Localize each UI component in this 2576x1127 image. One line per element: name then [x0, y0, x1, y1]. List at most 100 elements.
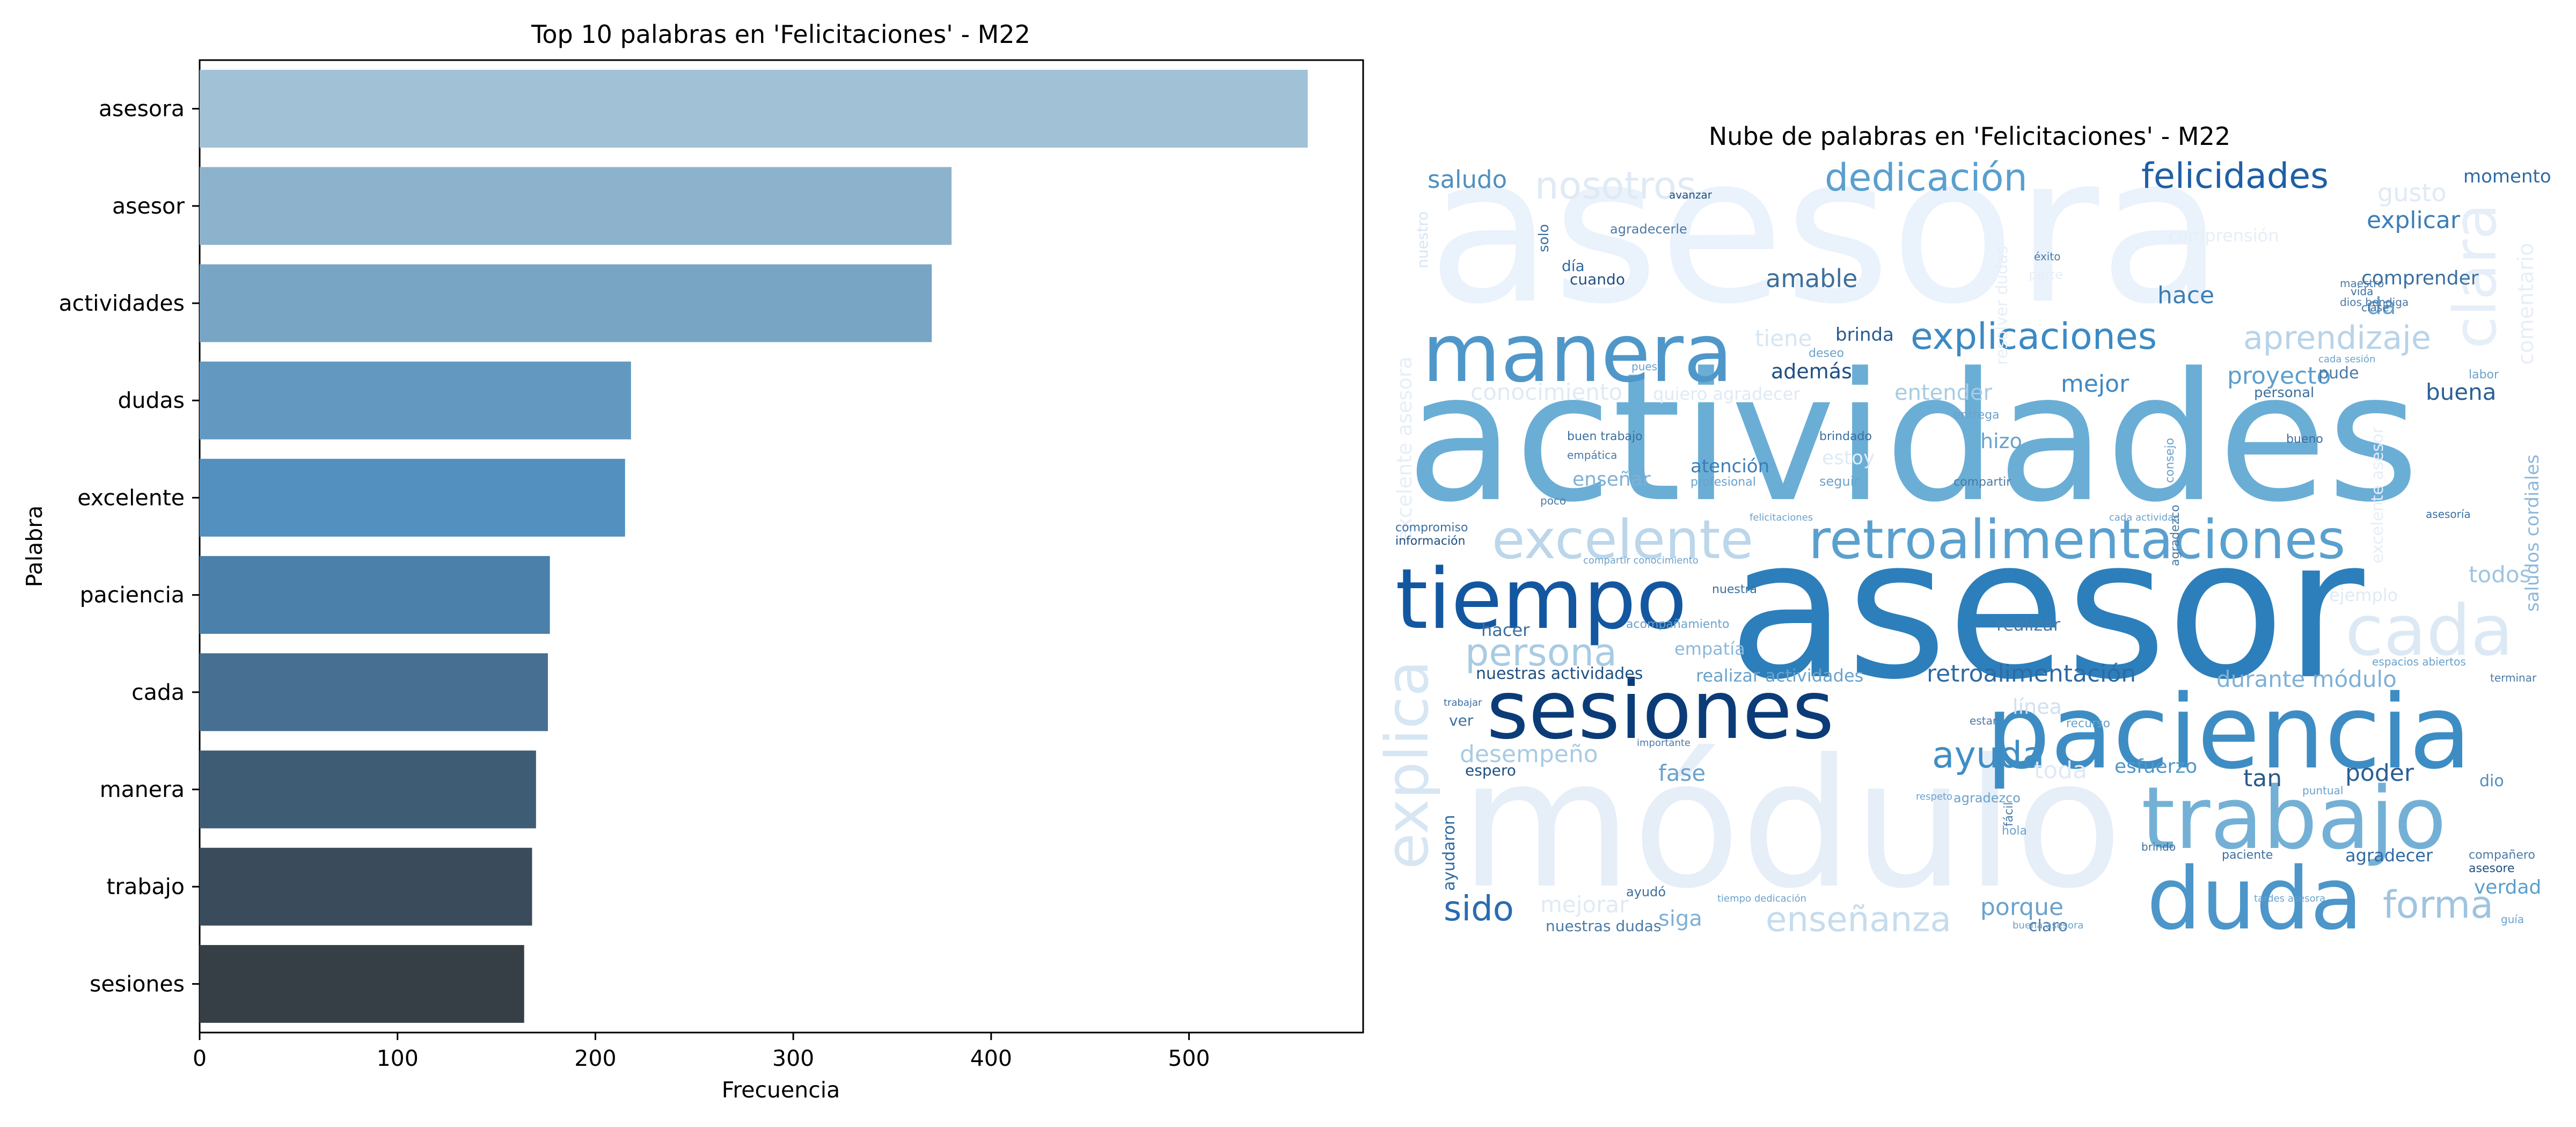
- cloud-word: fácil: [2002, 802, 2016, 826]
- cloud-word: buena asesora: [2012, 920, 2083, 931]
- cloud-word: acompañamiento: [1626, 618, 1729, 631]
- cloud-word: enseñar: [1572, 469, 1651, 491]
- bar-trabajo: [200, 847, 532, 926]
- cloud-word: comprender: [2361, 267, 2479, 289]
- cloud-word: amable: [1766, 264, 1857, 293]
- cloud-word: nuestras actividades: [1476, 664, 1643, 683]
- y-tick-label: dudas: [118, 387, 185, 413]
- cloud-word: conocimiento: [1470, 379, 1622, 405]
- cloud-word: consejo: [2163, 438, 2177, 483]
- cloud-word: clase: [2361, 301, 2389, 314]
- cloud-word: claro: [2029, 917, 2068, 935]
- cloud-word: espero: [1465, 762, 1516, 779]
- x-tick-label: 200: [574, 1045, 616, 1071]
- x-tick-label: 100: [377, 1045, 419, 1071]
- cloud-word: cada actividad: [2109, 512, 2180, 523]
- cloud-word: todos: [2469, 561, 2531, 588]
- cloud-word: bueno: [2286, 433, 2323, 446]
- cloud-word: mejor: [2061, 370, 2129, 398]
- x-tick-label: 300: [772, 1045, 814, 1071]
- y-tick-label: asesor: [112, 193, 185, 219]
- cloud-word: hizo: [1980, 429, 2022, 453]
- cloud-word: deseo: [1809, 347, 1844, 360]
- cloud-word: brindo: [2141, 840, 2176, 853]
- cloud-word: hacer: [1481, 620, 1530, 640]
- cloud-word: fase: [1658, 760, 1706, 786]
- y-tick-label: sesiones: [90, 971, 185, 997]
- bar-excelente: [200, 458, 625, 537]
- cloud-word: quiero agradecer: [1653, 384, 1801, 404]
- cloud-word: maestro: [2340, 277, 2384, 290]
- cloud-word: empática: [1567, 449, 1617, 462]
- cloud-word: comentario: [2514, 243, 2538, 365]
- cloud-word: compañero: [2469, 848, 2535, 862]
- cloud-word: mejorar: [1540, 891, 1629, 918]
- cloud-word: compartir: [1953, 475, 2011, 489]
- cloud-word: parte: [2029, 267, 2063, 282]
- cloud-word: labor: [2469, 368, 2499, 382]
- y-tick-label: cada: [131, 679, 185, 705]
- cloud-word: resolver dudas: [1993, 246, 2011, 365]
- cloud-word: manera: [1422, 307, 1733, 400]
- cloud-word: porque: [1980, 894, 2063, 921]
- cloud-word: excelente asesor: [2368, 427, 2387, 564]
- cloud-word: nosotros: [1535, 164, 1696, 208]
- cloud-word: poco: [1540, 494, 1566, 507]
- cloud-word: dios bendiga: [2340, 296, 2409, 309]
- cloud-word: esfuerzo: [2114, 756, 2197, 778]
- cloud-word: verdad: [2474, 876, 2541, 898]
- cloud-word: pude: [2318, 364, 2359, 383]
- y-tick-label: asesora: [99, 96, 185, 122]
- cloud-word: ver: [1449, 712, 1474, 729]
- cloud-word: felicitaciones: [1750, 512, 1813, 523]
- cloud-word: dio: [2479, 772, 2504, 791]
- cloud-word: brinda: [1835, 324, 1894, 346]
- cloud-word: comprensión: [2168, 225, 2279, 246]
- cloud-word: agradecerle: [1610, 222, 1687, 237]
- cloud-word: importante: [1637, 737, 1690, 749]
- cloud-word: trabajo: [2141, 768, 2447, 868]
- bar-sesiones: [200, 945, 524, 1023]
- cloud-word: recurso: [2066, 717, 2110, 730]
- bar-cada: [200, 653, 548, 731]
- cloud-word: explicaciones: [1911, 316, 2157, 358]
- y-tick-label: excelente: [77, 485, 185, 510]
- y-tick-label: trabajo: [106, 874, 185, 899]
- cloud-word: aprendizaje: [2243, 319, 2431, 357]
- cloud-word: agradecer: [2345, 845, 2433, 866]
- cloud-word: tardes asesora: [2254, 893, 2325, 904]
- cloud-word: respeto: [1916, 791, 1952, 802]
- cloud-word: personal: [2254, 385, 2314, 401]
- cloud-word: tiempo: [1395, 551, 1687, 648]
- cloud-word: nuestro: [1414, 211, 1431, 268]
- cloud-word: asesore: [2469, 862, 2515, 875]
- cloud-word: gusto: [2377, 178, 2447, 207]
- cloud-word: felicidades: [2141, 156, 2329, 196]
- cloud-word: compromiso: [1395, 521, 1468, 535]
- cloud-word: hace: [2157, 282, 2214, 309]
- cloud-word: duda: [2147, 848, 2363, 949]
- cloud-word: puntual: [2302, 784, 2343, 797]
- word-cloud-background: [1395, 161, 2544, 945]
- bar-asesor: [200, 167, 952, 245]
- cloud-word: cuando: [1570, 270, 1625, 288]
- cloud-word: tan: [2243, 765, 2282, 792]
- bar-chart-title: Top 10 palabras en 'Felicitaciones' - M2…: [531, 20, 1030, 49]
- cloud-word: sido: [1444, 889, 1514, 929]
- cloud-word: retroalimentación: [1927, 660, 2136, 687]
- cloud-word: seguir: [1819, 474, 1859, 489]
- cloud-word: día: [1562, 257, 1585, 275]
- bars: [200, 70, 1308, 1023]
- cloud-word: información: [1395, 535, 1465, 548]
- cloud-word: tiene: [1755, 325, 1812, 352]
- cloud-word: profesional: [1690, 475, 1756, 489]
- cloud-word: sesiones: [1487, 664, 1834, 757]
- y-tick-label: manera: [100, 777, 185, 802]
- cloud-word: retroalimentaciones: [1809, 508, 2345, 571]
- bar-asesora: [200, 70, 1308, 148]
- cloud-word: excelente asesora: [1393, 356, 1416, 542]
- bar-chart: Top 10 palabras en 'Felicitaciones' - M2…: [21, 20, 1364, 1103]
- cloud-word: clara: [2441, 203, 2509, 349]
